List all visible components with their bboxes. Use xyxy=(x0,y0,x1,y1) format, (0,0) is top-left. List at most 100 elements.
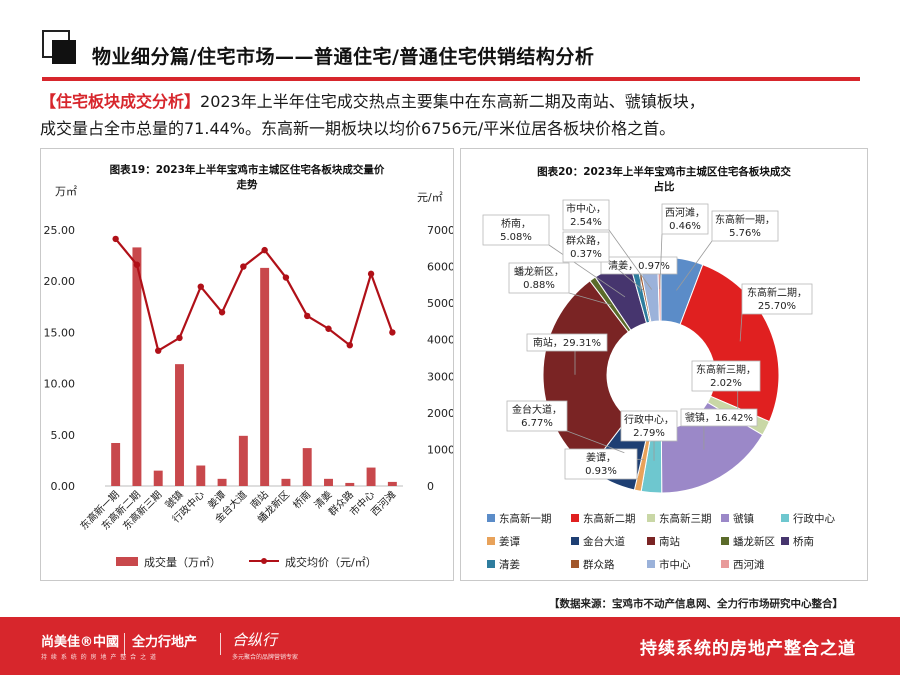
data-label-box xyxy=(508,262,570,294)
leader-line xyxy=(608,229,652,290)
data-label-value: 0.88% xyxy=(523,280,555,291)
price-point xyxy=(304,312,311,320)
data-label-box xyxy=(482,214,550,246)
data-label-name: 蟠龙新区， xyxy=(514,265,564,278)
y-left-tick-label: 10.00 xyxy=(44,378,76,391)
price-point xyxy=(282,274,290,281)
data-label-name: 行政中心， xyxy=(624,413,674,426)
y-right-tick-label: 4000 xyxy=(427,334,453,347)
header-divider xyxy=(42,77,860,81)
data-label-value: 0.93% xyxy=(585,466,617,477)
y-left-tick-label: 5.00 xyxy=(51,429,76,442)
legend-swatch xyxy=(571,514,579,522)
intro-keyword: 【住宅板块成交分析】 xyxy=(40,92,201,111)
legend-label: 群众路 xyxy=(583,558,615,571)
price-point xyxy=(325,325,332,332)
data-label: 清姜，0.97% xyxy=(608,259,670,272)
y-left-tick-label: 25.00 xyxy=(44,224,76,237)
legend-swatch xyxy=(781,537,789,545)
price-point xyxy=(240,263,247,270)
legend-label: 蟠龙新区 xyxy=(733,535,775,548)
data-source-note: 【数据来源：宝鸡市不动产信息网、全力行市场研究中心整合】 xyxy=(549,598,843,610)
data-label-name: 姜谭， xyxy=(586,451,616,464)
data-label-value: 6.77% xyxy=(521,418,553,429)
data-label: 虢镇，16.42% xyxy=(685,411,753,424)
price-point xyxy=(261,246,268,254)
y-right-tick-label: 5000 xyxy=(427,297,453,310)
leader-line xyxy=(566,430,625,454)
data-label-value: 2.02% xyxy=(710,378,742,389)
y-left-tick-label: 15.00 xyxy=(44,326,76,339)
price-point xyxy=(389,329,396,336)
data-label-name: 东高新二期， xyxy=(747,286,807,299)
brand-quanlixing: 全力行地产 xyxy=(132,635,198,650)
x-tick-label: 桥南 xyxy=(290,488,313,511)
data-label-box xyxy=(562,231,610,263)
price-point xyxy=(112,235,119,243)
legend-swatch xyxy=(487,514,495,522)
footer-divider xyxy=(220,633,221,655)
leader-line xyxy=(548,244,626,298)
footer-slogan: 持续系统的房地产整合之道 xyxy=(640,639,856,659)
data-label-box xyxy=(526,333,608,352)
price-point xyxy=(367,270,375,278)
legend-swatch xyxy=(721,514,729,522)
legend-label: 虢镇 xyxy=(733,512,754,525)
bar-mark xyxy=(366,467,376,486)
data-label-value: 0.46% xyxy=(669,221,701,232)
data-label-value: 2.54% xyxy=(570,217,602,228)
legend-bar-label: 成交量（万㎡） xyxy=(144,555,221,569)
intro-line-2: 成交量占全市总量的71.44%。东高新一期板块以均价6756元/平米位居各板块价… xyxy=(40,119,676,138)
legend-swatch xyxy=(487,560,495,568)
y-right-tick-label: 0 xyxy=(427,480,434,493)
y-right-tick-label: 7000 xyxy=(427,224,453,237)
data-label-box xyxy=(506,400,568,432)
chart-title: 走势 xyxy=(236,178,258,191)
y-right-tick-label: 6000 xyxy=(427,261,453,274)
footer-divider xyxy=(124,633,125,655)
price-point xyxy=(346,342,353,349)
legend-line-marker xyxy=(261,558,267,564)
bar-mark xyxy=(175,364,184,486)
leader-line xyxy=(608,261,645,292)
y-left-tick-label: 0.00 xyxy=(51,480,76,493)
bar-mark xyxy=(345,482,355,486)
leader-line xyxy=(568,292,612,306)
legend-label: 金台大道 xyxy=(583,535,625,548)
data-label-box xyxy=(564,448,638,480)
data-label-name: 群众路， xyxy=(566,234,606,247)
legend-swatch xyxy=(781,514,789,522)
bar-mark xyxy=(260,267,270,486)
y-right-unit: 元/㎡ xyxy=(417,191,443,204)
legend-swatch xyxy=(487,537,495,545)
leader-line xyxy=(739,313,743,342)
y-right-tick-label: 2000 xyxy=(427,407,453,420)
legend-label: 市中心 xyxy=(659,558,691,571)
data-label-name: 市中心， xyxy=(566,202,606,215)
brand-shangmeijia-sub: 持 续 系 统 的 房 地 产 整 合 之 道 xyxy=(41,654,157,661)
leader-line xyxy=(659,233,663,290)
legend-label: 西河滩 xyxy=(733,558,765,571)
data-label-name: 西河滩， xyxy=(665,206,705,219)
bar-mark xyxy=(238,435,248,486)
data-label-name: 金台大道， xyxy=(512,403,562,416)
price-point xyxy=(197,283,204,290)
leader-line xyxy=(676,240,713,291)
data-label-name: 东高新三期， xyxy=(696,363,756,376)
bar-mark xyxy=(324,478,333,486)
data-label-value: 5.08% xyxy=(500,232,532,243)
data-label-box xyxy=(741,283,813,315)
legend-label: 东高新二期 xyxy=(583,512,636,525)
brand-hezongxing-sub: 多元聚合的品牌营销专家 xyxy=(232,654,299,661)
donut-chart-panel: 图表20：2023年上半年宝鸡市主城区住宅各板块成交 占比 东高新一期， 5.76% 东… xyxy=(460,148,868,581)
x-tick-label: 西河滩 xyxy=(368,488,398,518)
legend-swatch xyxy=(647,537,655,545)
bar-mark xyxy=(217,478,227,486)
chart-title: 占比 xyxy=(654,180,675,193)
footer-bar: 尚美佳®中國 持 续 系 统 的 房 地 产 整 合 之 道 全力行地产 合纵行… xyxy=(0,617,900,675)
data-label: 南站，29.31% xyxy=(533,336,601,349)
data-label-value: 5.76% xyxy=(729,228,761,239)
brand-hezongxing: 合纵行 xyxy=(232,631,278,649)
